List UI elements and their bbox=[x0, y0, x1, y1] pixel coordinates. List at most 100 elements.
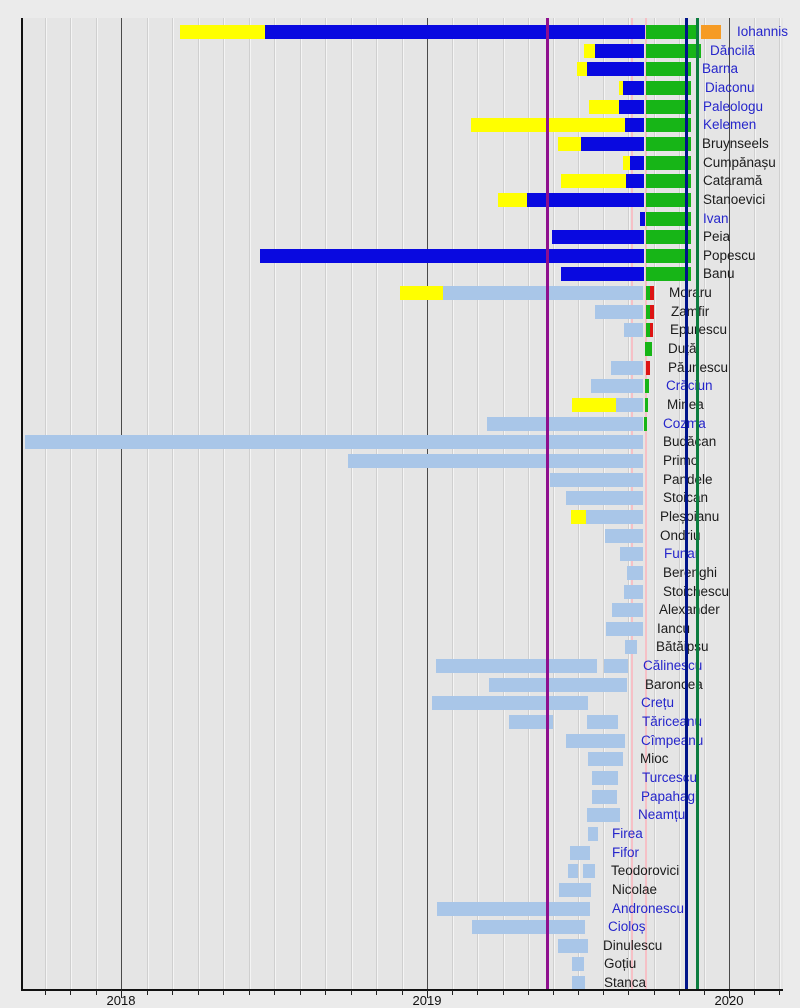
candidate-label[interactable]: Funar bbox=[664, 546, 700, 561]
bar-segment-speculated bbox=[589, 100, 619, 114]
month-gridline bbox=[249, 18, 250, 990]
candidate-label: Berenghi bbox=[663, 565, 718, 580]
month-gridline-highlight bbox=[97, 18, 98, 990]
month-gridline bbox=[172, 18, 173, 990]
candidate-label[interactable]: Ivan bbox=[703, 211, 729, 226]
candidate-label[interactable]: Crăciun bbox=[666, 378, 713, 393]
axis-tick-minor bbox=[223, 990, 224, 995]
candidate-label: Ondriu bbox=[660, 528, 701, 543]
bar-segment-declared bbox=[581, 137, 644, 151]
month-gridline-highlight bbox=[478, 18, 479, 990]
candidate-label: Baroncea bbox=[645, 677, 703, 692]
bar-segment-rejected bbox=[650, 305, 654, 319]
x-axis-year-label: 2019 bbox=[412, 993, 442, 1008]
month-gridline bbox=[402, 18, 403, 990]
month-gridline-highlight bbox=[148, 18, 149, 990]
y-axis-line bbox=[21, 18, 23, 990]
axis-tick-minor bbox=[754, 990, 755, 995]
axis-tick-year bbox=[427, 990, 428, 998]
month-gridline-highlight bbox=[780, 18, 781, 990]
candidate-label[interactable]: Andronescu bbox=[612, 901, 685, 916]
candidate-label: Alexander bbox=[659, 602, 720, 617]
candidate-label[interactable]: Kelemen bbox=[703, 117, 757, 132]
candidate-label[interactable]: Diaconu bbox=[705, 80, 755, 95]
bar-segment-potential bbox=[572, 976, 585, 990]
candidate-label: Primo bbox=[663, 453, 699, 468]
month-gridline-highlight bbox=[275, 18, 276, 990]
candidate-label: Pleșoianu bbox=[660, 509, 720, 524]
month-gridline-highlight bbox=[453, 18, 454, 990]
month-gridline-highlight bbox=[71, 18, 72, 990]
bar-segment-potential bbox=[591, 379, 643, 393]
bar-segment-declared bbox=[625, 118, 644, 132]
candidate-label[interactable]: Neamțu bbox=[638, 807, 686, 822]
bar-segment-speculated bbox=[584, 44, 595, 58]
candidate-label: Cataramă bbox=[703, 173, 763, 188]
candidate-label[interactable]: Crețu bbox=[641, 695, 675, 710]
bar-segment-registered bbox=[646, 323, 650, 337]
bar-segment-registered bbox=[646, 62, 691, 76]
month-gridline bbox=[654, 18, 655, 990]
candidate-label[interactable]: Firea bbox=[612, 826, 643, 841]
x-axis-year-label: 2020 bbox=[714, 993, 744, 1008]
bar-segment-potential bbox=[566, 734, 625, 748]
bar-segment-potential bbox=[588, 827, 598, 841]
bar-segment-registered bbox=[646, 193, 691, 207]
candidate-label: Popescu bbox=[703, 248, 756, 263]
candidate-label[interactable]: Papahagi bbox=[641, 789, 699, 804]
month-gridline bbox=[70, 18, 71, 990]
month-gridline-highlight bbox=[173, 18, 174, 990]
bar-segment-registered bbox=[646, 137, 691, 151]
bar-segment-potential bbox=[472, 920, 585, 934]
candidate-label[interactable]: Fifor bbox=[612, 845, 639, 860]
bar-segment-declared bbox=[265, 25, 645, 39]
bar-segment-registered bbox=[646, 212, 691, 226]
candidate-label[interactable]: Dăncilă bbox=[710, 43, 756, 58]
candidate-label[interactable]: Iohannis bbox=[737, 24, 789, 39]
bar-segment-potential bbox=[559, 883, 591, 897]
candidate-label: Teodorovici bbox=[611, 863, 680, 878]
axis-tick-minor bbox=[704, 990, 705, 995]
bar-segment-declared bbox=[587, 62, 644, 76]
bar-segment-potential bbox=[432, 696, 588, 710]
candidate-label[interactable]: Cîmpeanu bbox=[641, 733, 704, 748]
bar-segment-registered bbox=[646, 118, 691, 132]
candidate-label[interactable]: Călinescu bbox=[643, 658, 703, 673]
candidate-label: Peia bbox=[703, 229, 731, 244]
bar-segment-potential bbox=[604, 659, 628, 673]
axis-tick-minor bbox=[249, 990, 250, 995]
bar-segment-potential bbox=[620, 547, 643, 561]
axis-tick-minor bbox=[628, 990, 629, 995]
month-gridline-highlight bbox=[755, 18, 756, 990]
bar-segment-declared bbox=[552, 230, 644, 244]
candidate-label[interactable]: Barna bbox=[702, 61, 739, 76]
bar-segment-speculated bbox=[571, 510, 586, 524]
bar-segment-registered bbox=[646, 156, 691, 170]
bar-segment-elected bbox=[701, 25, 721, 39]
bar-segment-potential bbox=[25, 435, 643, 449]
bar-segment-registered bbox=[646, 100, 691, 114]
axis-tick-minor bbox=[70, 990, 71, 995]
candidate-label[interactable]: Turcescu bbox=[642, 770, 698, 785]
month-gridline bbox=[300, 18, 301, 990]
axis-tick-minor bbox=[402, 990, 403, 995]
bar-segment-potential bbox=[550, 473, 643, 487]
candidate-label: Duță bbox=[668, 341, 697, 356]
month-gridline bbox=[754, 18, 755, 990]
axis-tick-year bbox=[729, 990, 730, 998]
bar-segment-potential bbox=[588, 752, 623, 766]
bar-segment-potential bbox=[627, 566, 643, 580]
candidate-label: Banu bbox=[703, 266, 735, 281]
bar-segment-potential bbox=[583, 864, 595, 878]
candidate-label[interactable]: Tăriceanu bbox=[642, 714, 703, 729]
candidate-label[interactable]: Paleologu bbox=[703, 99, 764, 114]
bar-segment-potential bbox=[558, 939, 588, 953]
candidate-label: Goțiu bbox=[604, 956, 637, 971]
bar-segment-potential bbox=[348, 454, 643, 468]
candidate-label[interactable]: Cioloș bbox=[608, 919, 646, 934]
candidate-label[interactable]: Cozma bbox=[663, 415, 706, 433]
candidate-label: Stanoevici bbox=[703, 192, 766, 207]
candidate-label: Mioc bbox=[640, 751, 669, 766]
axis-tick-year bbox=[121, 990, 122, 998]
candidate-label: Cumpănașu bbox=[703, 155, 776, 170]
